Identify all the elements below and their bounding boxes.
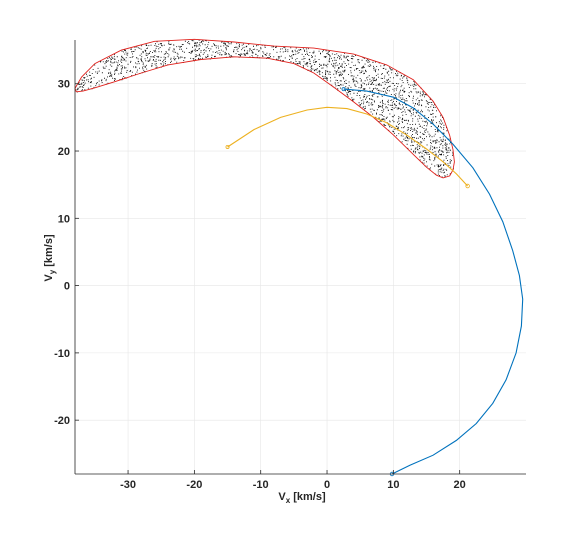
series-lines (74, 38, 524, 477)
y-tick-label: -20 (54, 415, 70, 427)
y-tick-label: 0 (64, 281, 70, 293)
cloud-outline-line (74, 38, 455, 179)
axes (74, 40, 526, 475)
point-cloud (76, 39, 454, 178)
x-tick-label: 20 (454, 479, 466, 491)
cloud-points (76, 39, 454, 178)
x-tick-label: -30 (120, 479, 136, 491)
y-axis-label-main: V (43, 274, 55, 282)
orbit-line (343, 88, 524, 475)
y-tick-label: 10 (58, 213, 70, 225)
y-axis-label: Vy [km/s] (43, 234, 57, 282)
y-axis-label-unit: [km/s] (43, 234, 55, 270)
y-tick-label: 30 (58, 79, 70, 91)
x-tick-label: -20 (186, 479, 202, 491)
x-tick-label: 10 (387, 479, 399, 491)
y-axis-label-sub: y (48, 269, 57, 274)
orbit-line (227, 106, 469, 187)
x-axis-label: Vx [km/s] (278, 491, 326, 505)
x-axis-label-sub: x (286, 496, 291, 505)
x-tick-label: -10 (253, 479, 269, 491)
x-tick-label: 0 (324, 479, 330, 491)
tick-labels: -30 -20 -10 0 10 20 -20 -10 0 10 20 30 (54, 79, 466, 491)
x-axis-label-unit: [km/s] (290, 491, 326, 503)
grid-lines (75, 40, 526, 474)
orbit-start-marker (341, 87, 346, 92)
orbit-end-marker (465, 183, 470, 189)
orbit-start-marker (225, 144, 230, 149)
y-tick-label: 20 (58, 146, 70, 158)
x-axis-label-main: V (278, 491, 286, 503)
y-tick-label: -10 (54, 348, 70, 360)
